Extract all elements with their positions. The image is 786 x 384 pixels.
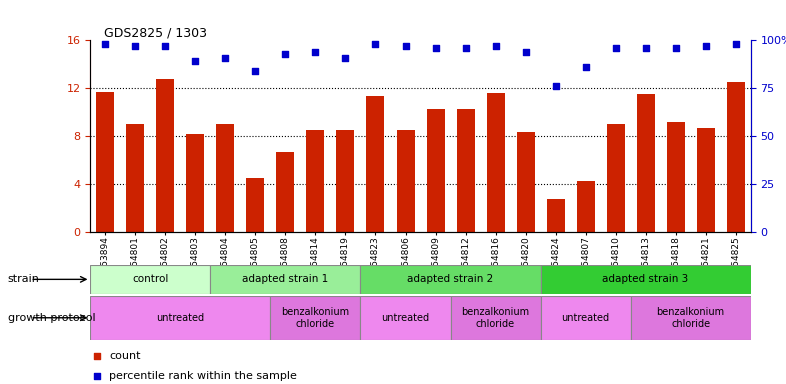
Bar bbox=[607, 124, 625, 232]
Bar bbox=[90, 265, 211, 294]
Bar bbox=[307, 130, 325, 232]
Bar bbox=[186, 134, 204, 232]
Bar bbox=[90, 296, 270, 340]
Bar bbox=[361, 296, 450, 340]
Point bbox=[579, 64, 592, 70]
Point bbox=[670, 45, 682, 51]
Point bbox=[159, 43, 171, 49]
Text: benzalkonium
chloride: benzalkonium chloride bbox=[461, 307, 530, 329]
Bar bbox=[396, 130, 414, 232]
Bar bbox=[361, 265, 541, 294]
Bar bbox=[487, 93, 505, 232]
Point bbox=[90, 353, 103, 359]
Text: control: control bbox=[132, 274, 169, 285]
Text: growth protocol: growth protocol bbox=[8, 313, 95, 323]
Bar bbox=[541, 265, 751, 294]
Bar bbox=[366, 96, 384, 232]
Point bbox=[609, 45, 622, 51]
Point bbox=[700, 43, 712, 49]
Point bbox=[189, 58, 202, 65]
Text: untreated: untreated bbox=[381, 313, 430, 323]
Point bbox=[429, 45, 442, 51]
Text: untreated: untreated bbox=[156, 313, 204, 323]
Point bbox=[249, 68, 262, 74]
Point bbox=[279, 51, 292, 57]
Bar bbox=[270, 296, 361, 340]
Point bbox=[489, 43, 501, 49]
Bar bbox=[541, 296, 630, 340]
Bar bbox=[577, 181, 594, 232]
Text: count: count bbox=[109, 351, 141, 361]
Text: strain: strain bbox=[8, 274, 40, 285]
Bar bbox=[336, 130, 354, 232]
Text: benzalkonium
chloride: benzalkonium chloride bbox=[656, 307, 725, 329]
Point bbox=[99, 41, 112, 47]
Bar bbox=[630, 296, 751, 340]
Point bbox=[340, 55, 352, 61]
Point bbox=[520, 49, 532, 55]
Point bbox=[219, 55, 232, 61]
Bar bbox=[546, 199, 564, 232]
Bar bbox=[450, 296, 541, 340]
Text: adapted strain 3: adapted strain 3 bbox=[602, 274, 689, 285]
Text: benzalkonium
chloride: benzalkonium chloride bbox=[281, 307, 350, 329]
Bar bbox=[667, 122, 685, 232]
Point bbox=[639, 45, 652, 51]
Text: untreated: untreated bbox=[561, 313, 610, 323]
Text: GDS2825 / 1303: GDS2825 / 1303 bbox=[104, 26, 207, 39]
Point bbox=[129, 43, 141, 49]
Text: adapted strain 2: adapted strain 2 bbox=[407, 274, 494, 285]
Bar bbox=[726, 82, 744, 232]
Bar bbox=[457, 109, 475, 232]
Bar bbox=[427, 109, 445, 232]
Text: adapted strain 1: adapted strain 1 bbox=[242, 274, 329, 285]
Point bbox=[399, 43, 412, 49]
Bar bbox=[637, 94, 655, 232]
Bar bbox=[696, 128, 714, 232]
Bar bbox=[216, 124, 234, 232]
Bar bbox=[247, 178, 264, 232]
Point bbox=[90, 373, 103, 379]
Text: percentile rank within the sample: percentile rank within the sample bbox=[109, 371, 297, 381]
Point bbox=[459, 45, 472, 51]
Bar bbox=[516, 131, 534, 232]
Point bbox=[729, 41, 742, 47]
Bar bbox=[211, 265, 361, 294]
Bar bbox=[156, 79, 174, 232]
Bar bbox=[277, 152, 295, 232]
Bar bbox=[97, 92, 115, 232]
Bar bbox=[127, 124, 145, 232]
Point bbox=[369, 41, 382, 47]
Point bbox=[309, 49, 321, 55]
Point bbox=[549, 83, 562, 89]
